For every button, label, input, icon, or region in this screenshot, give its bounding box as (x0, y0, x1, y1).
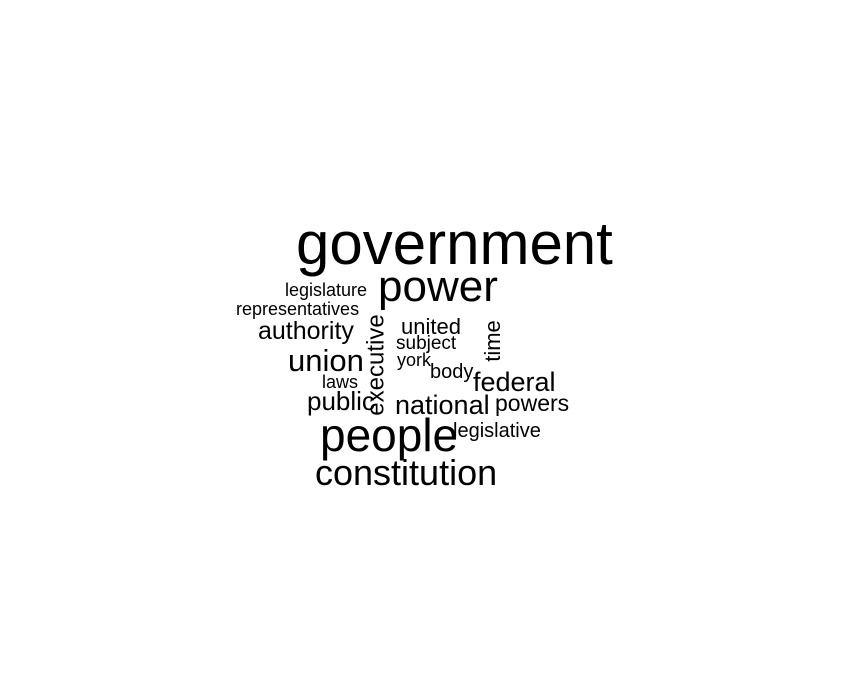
word-government: government (296, 210, 613, 277)
word-legislature: legislature (285, 280, 368, 300)
word-constitution: constitution (315, 452, 498, 493)
word-laws: laws (322, 372, 359, 392)
word-united: united (401, 314, 461, 339)
word-representatives: representatives (236, 299, 360, 319)
word-body: body (430, 361, 474, 383)
word-people: people (320, 409, 459, 461)
word-public: public (307, 386, 375, 416)
word-federal: federal (473, 367, 556, 397)
word-powers: powers (495, 390, 570, 416)
word-national: national (395, 390, 490, 420)
word-power: power (378, 262, 498, 311)
word-legislative: legislative (453, 420, 541, 442)
word-authority: authority (258, 317, 354, 345)
word-union: union (288, 343, 364, 378)
word-subject: subject (396, 333, 457, 354)
word-york: york (397, 350, 432, 370)
word-time: time (479, 320, 505, 362)
